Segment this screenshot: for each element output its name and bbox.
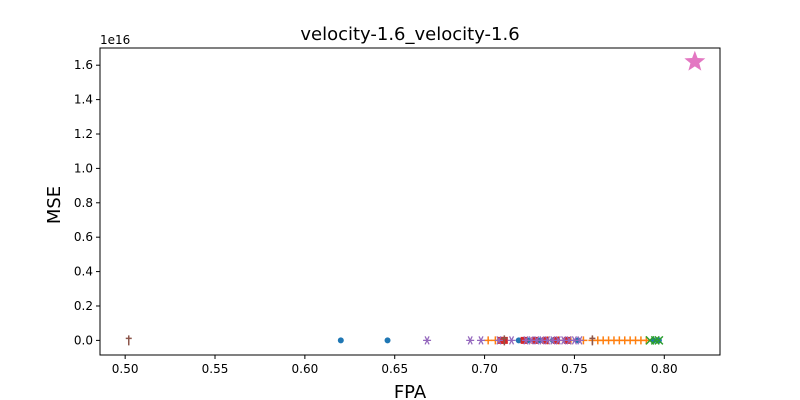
data-point	[654, 335, 664, 345]
y-tick-label: 0.6	[74, 230, 93, 244]
x-axis-label: FPA	[394, 382, 427, 400]
data-point	[125, 335, 132, 346]
data-point	[650, 335, 660, 345]
x-tick-label: 0.65	[381, 362, 408, 376]
data-point	[507, 336, 516, 345]
plot-frame	[99, 47, 721, 356]
data-point	[501, 335, 508, 346]
x-tick-label: 0.60	[292, 362, 319, 376]
y-tick-label: 0.8	[74, 196, 93, 210]
data-point	[476, 336, 485, 345]
axis-ticks: 0.50 0.55 0.60 0.65 0.70 0.75 0.80 0.0 0.2 0.4 0.6…	[74, 58, 678, 376]
data-point	[575, 336, 584, 345]
y-tick-label: 0.0	[74, 333, 93, 347]
data-point	[423, 336, 432, 345]
data-point	[515, 337, 522, 344]
data-point	[494, 336, 503, 345]
y-tick-label: 0.4	[74, 265, 93, 279]
data-point	[589, 335, 596, 346]
x-tick-label: 0.70	[471, 362, 498, 376]
x-tick-label: 0.75	[561, 362, 588, 376]
x-tick-label: 0.55	[202, 362, 229, 376]
data-point	[337, 337, 344, 344]
y-tick-label: 1.2	[74, 127, 93, 141]
data-point	[466, 336, 475, 345]
data-point	[684, 50, 706, 71]
y-tick-label: 1.6	[74, 58, 93, 72]
y-offset-label: 1e16	[100, 33, 130, 47]
chart-title: velocity-1.6_velocity-1.6	[300, 24, 519, 45]
y-tick-label: 1.0	[74, 161, 93, 175]
x-tick-label: 0.50	[112, 362, 139, 376]
y-tick-label: 0.2	[74, 299, 93, 313]
data-point	[484, 336, 493, 345]
x-tick-label: 0.80	[651, 362, 678, 376]
y-tick-label: 1.4	[74, 93, 93, 107]
data-point	[384, 337, 391, 344]
data-points	[125, 50, 706, 346]
y-axis-label: MSE	[44, 186, 65, 224]
